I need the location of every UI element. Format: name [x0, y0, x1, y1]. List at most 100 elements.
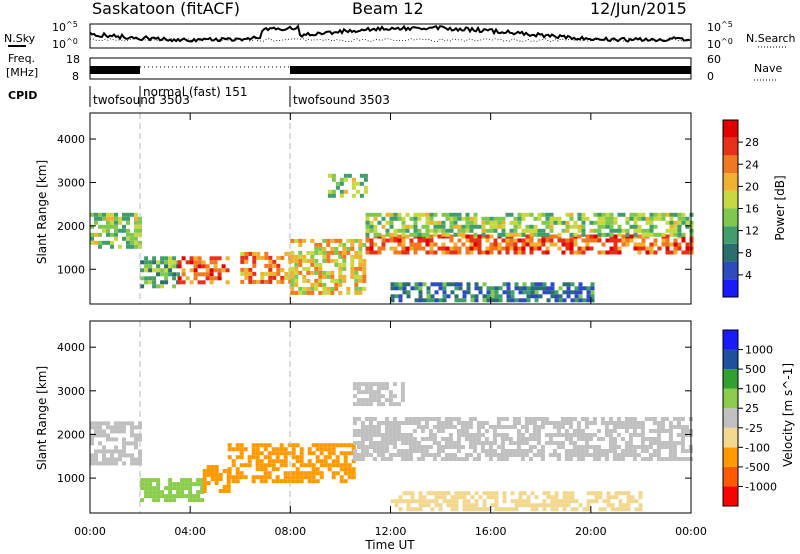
data-cell: [633, 220, 638, 225]
data-cell: [384, 457, 389, 461]
data-cell: [214, 473, 219, 477]
data-cell: [406, 491, 411, 496]
data-cell: [580, 453, 585, 457]
data-cell: [322, 290, 327, 295]
data-cell: [231, 463, 236, 468]
data-cell: [533, 228, 538, 233]
data-cell: [672, 425, 677, 429]
data-cell: [356, 429, 361, 433]
data-cell: [528, 445, 533, 449]
data-cell: [268, 263, 273, 268]
data-cell: [673, 232, 678, 237]
data-cell: [609, 216, 614, 221]
data-cell: [350, 274, 355, 279]
data-cell: [490, 286, 495, 291]
data-cell: [672, 453, 677, 457]
data-cell: [405, 234, 410, 239]
data-cell: [114, 461, 118, 466]
data-cell: [514, 282, 519, 287]
data-cell: [557, 216, 562, 221]
data-cell: [489, 250, 494, 255]
data-cell: [496, 453, 501, 457]
data-cell: [609, 238, 614, 243]
data-cell: [488, 453, 493, 457]
data-cell: [110, 240, 114, 245]
data-cell: [605, 224, 610, 229]
power-x-axis: [89, 113, 692, 304]
data-cell: [394, 503, 399, 508]
data-cell: [461, 224, 466, 229]
data-cell: [372, 445, 377, 449]
data-cell: [629, 238, 634, 243]
data-cell: [460, 457, 465, 461]
data-cell: [577, 224, 582, 229]
data-cell: [409, 242, 414, 247]
data-cell: [493, 220, 498, 225]
data-cell: [664, 429, 669, 433]
data-cell: [420, 457, 425, 461]
data-cell: [126, 220, 130, 225]
data-cell: [351, 459, 356, 464]
y-tick-label: 4000: [57, 133, 85, 146]
data-cell: [637, 242, 642, 247]
data-cell: [180, 486, 185, 491]
data-cell: [350, 266, 355, 271]
data-cell: [457, 216, 462, 221]
data-cell: [235, 455, 240, 460]
data-cell: [585, 216, 590, 221]
data-cell: [184, 482, 189, 487]
data-cell: [398, 495, 403, 500]
data-cell: [649, 228, 654, 233]
data-cell: [114, 425, 118, 430]
data-cell: [94, 421, 98, 426]
data-cell: [637, 224, 642, 229]
data-cell: [290, 258, 295, 263]
data-cell: [665, 220, 670, 225]
data-cell: [632, 445, 637, 449]
data-cell: [322, 250, 327, 255]
data-cell: [485, 246, 490, 251]
data-cell: [489, 224, 494, 229]
data-cell: [641, 246, 646, 251]
data-cell: [363, 177, 368, 182]
data-cell: [494, 290, 499, 295]
data-cell: [413, 242, 418, 247]
data-cell: [449, 212, 454, 217]
data-cell: [263, 467, 268, 472]
power-colorbar-label: Power [dB]: [773, 175, 787, 240]
data-cell: [432, 457, 437, 461]
data-cell: [502, 495, 507, 500]
data-cell: [331, 443, 336, 448]
data-cell: [436, 417, 441, 421]
data-cell: [384, 421, 389, 425]
data-cell: [506, 290, 511, 295]
data-cell: [398, 282, 403, 287]
data-cell: [310, 238, 315, 243]
data-cell: [414, 507, 419, 512]
data-cell: [578, 282, 583, 287]
data-cell: [564, 457, 569, 461]
data-cell: [283, 447, 288, 452]
data-cell: [134, 425, 138, 430]
data-cell: [453, 242, 458, 247]
data-cell: [565, 212, 570, 217]
data-cell: [365, 212, 370, 217]
data-cell: [665, 212, 670, 217]
data-cell: [669, 216, 674, 221]
data-cell: [358, 250, 363, 255]
data-cell: [564, 433, 569, 437]
data-cell: [532, 425, 537, 429]
data-cell: [520, 433, 525, 437]
data-cell: [351, 471, 356, 476]
data-cell: [338, 262, 343, 267]
data-cell: [673, 242, 678, 247]
data-cell: [188, 498, 193, 503]
data-cell: [98, 449, 102, 454]
colorbar-tick-label: 500: [745, 363, 766, 376]
data-cell: [578, 503, 583, 508]
data-cell: [402, 499, 407, 504]
data-cell: [420, 445, 425, 449]
data-cell: [656, 457, 661, 461]
data-cell: [614, 507, 619, 512]
data-cell: [560, 417, 565, 421]
